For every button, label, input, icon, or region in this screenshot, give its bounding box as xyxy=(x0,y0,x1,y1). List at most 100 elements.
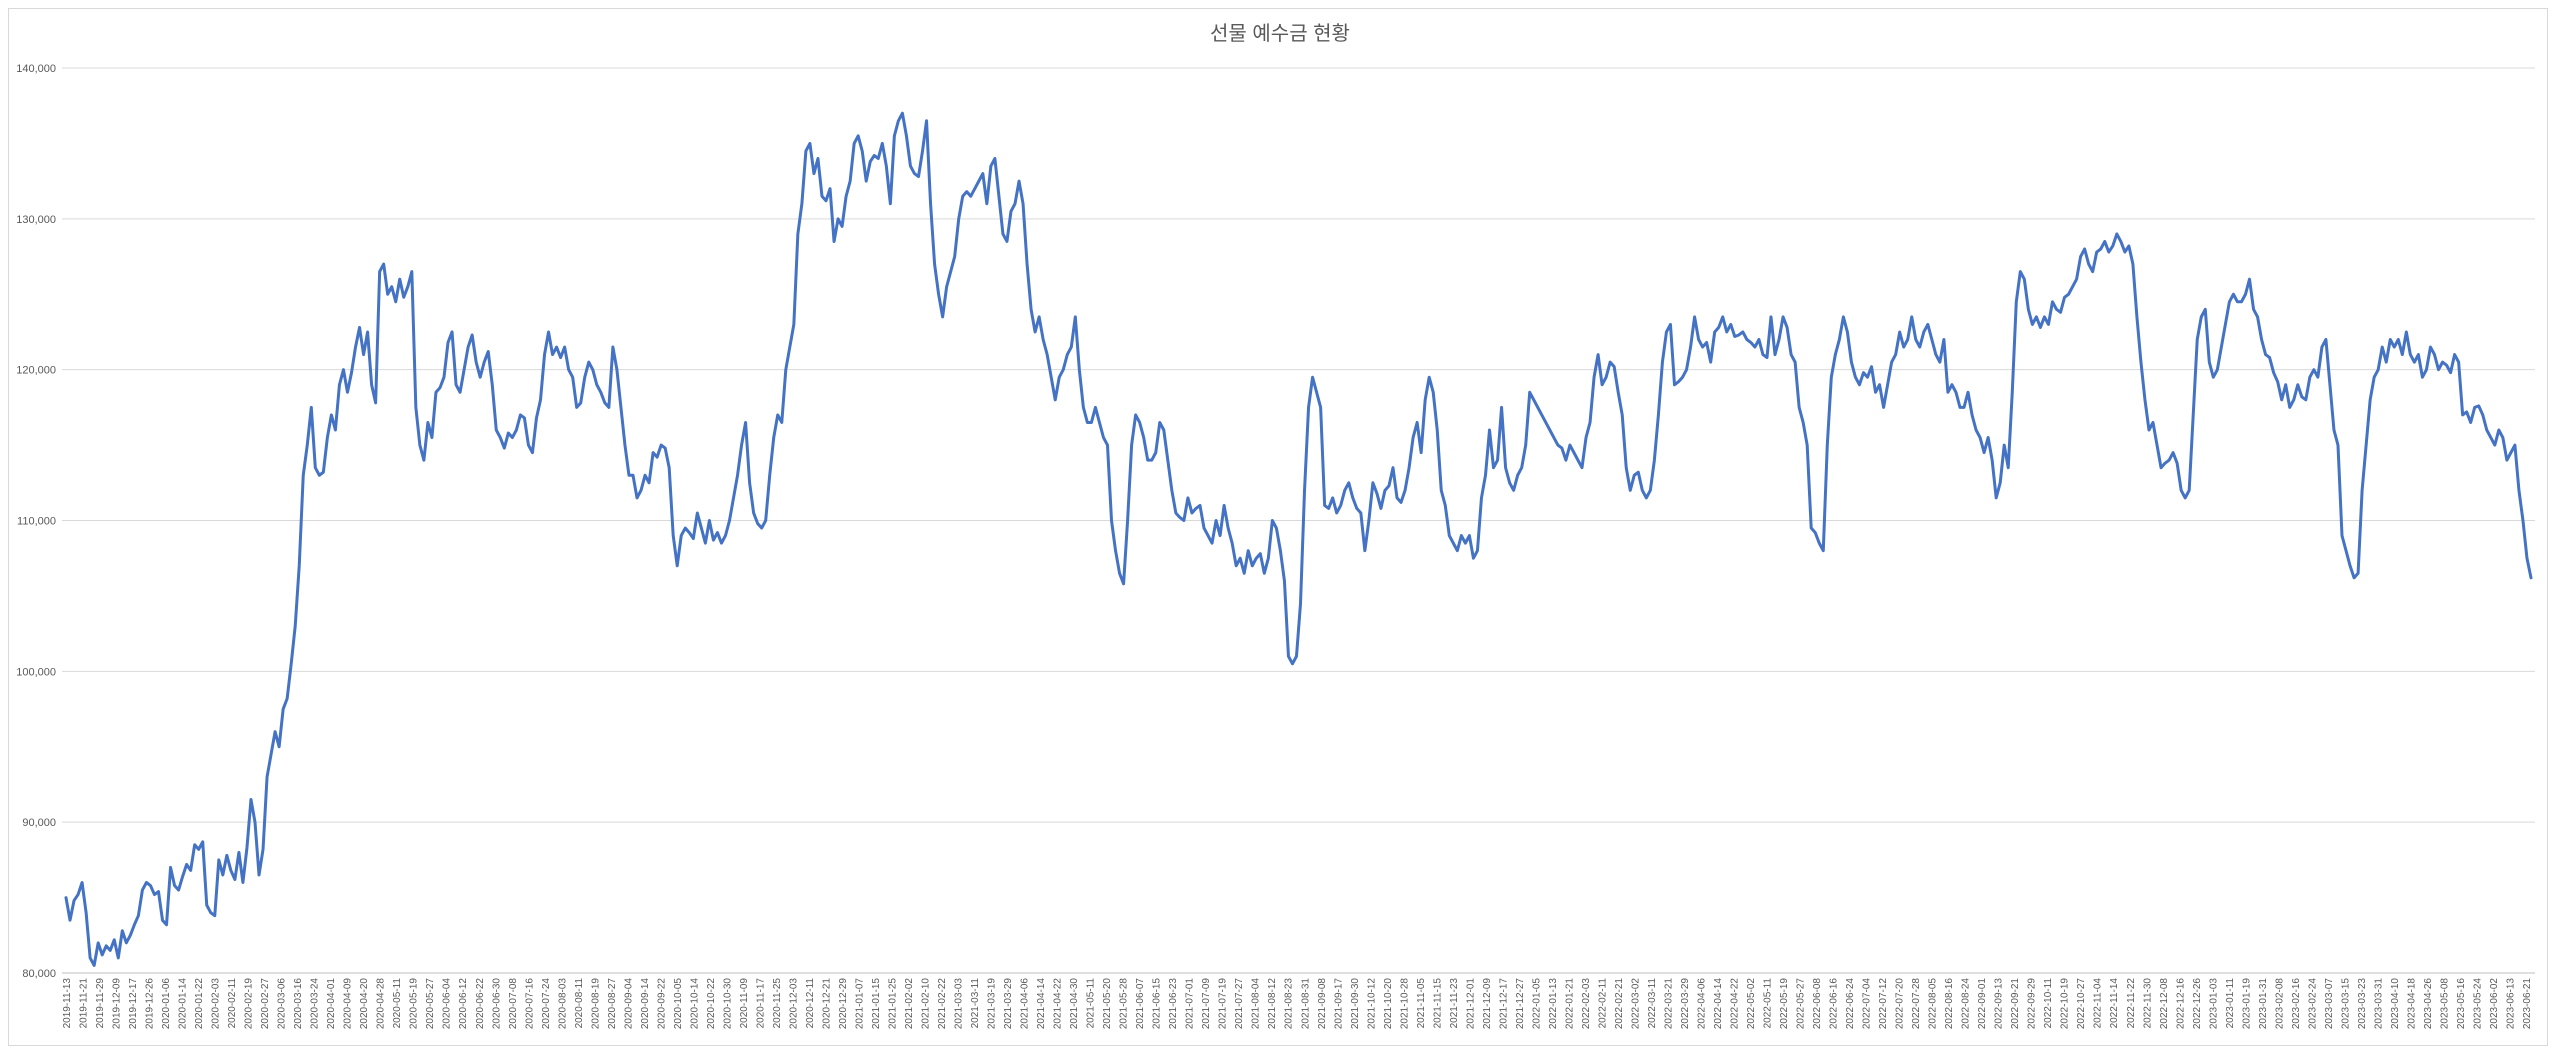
x-tick-label: 2022-08-16 xyxy=(1944,978,1955,1030)
x-tick-label: 2021-09-30 xyxy=(1350,978,1361,1030)
x-tick-label: 2020-10-14 xyxy=(689,978,700,1030)
x-tick-label: 2020-01-14 xyxy=(178,978,189,1030)
x-tick-label: 2021-11-23 xyxy=(1449,978,1460,1029)
y-tick-label: 90,000 xyxy=(22,817,56,829)
x-tick-label: 2021-06-23 xyxy=(1168,978,1179,1030)
y-tick-label: 110,000 xyxy=(17,516,56,528)
x-tick-label: 2022-02-11 xyxy=(1597,978,1608,1029)
x-tick-label: 2021-03-03 xyxy=(954,978,965,1030)
x-tick-label: 2020-07-08 xyxy=(508,978,519,1030)
x-tick-label: 2022-10-11 xyxy=(2043,978,2054,1029)
y-tick-label: 100,000 xyxy=(16,666,56,678)
x-tick-label: 2020-07-24 xyxy=(541,978,552,1030)
x-tick-label: 2020-02-19 xyxy=(244,978,255,1030)
x-tick-label: 2022-09-13 xyxy=(1994,978,2005,1030)
x-tick-label: 2021-10-12 xyxy=(1366,978,1377,1030)
x-tick-label: 2022-10-19 xyxy=(2060,978,2071,1030)
grid-lines xyxy=(62,67,2535,974)
x-tick-label: 2020-06-30 xyxy=(491,978,502,1030)
x-tick-label: 2022-05-02 xyxy=(1746,978,1757,1030)
x-tick-label: 2021-06-15 xyxy=(1152,978,1163,1030)
x-tick-label: 2023-04-10 xyxy=(2390,978,2401,1030)
x-tick-label: 2020-08-11 xyxy=(574,978,585,1029)
x-tick-label: 2021-03-19 xyxy=(987,978,998,1030)
x-tick-label: 2020-10-05 xyxy=(673,978,684,1030)
x-tick-label: 2020-06-22 xyxy=(475,978,486,1030)
x-tick-label: 2020-02-03 xyxy=(211,978,222,1030)
x-tick-label: 2021-03-11 xyxy=(970,978,981,1029)
x-tick-label: 2022-12-26 xyxy=(2192,978,2203,1030)
x-tick-label: 2022-07-20 xyxy=(1895,978,1906,1030)
series-layer xyxy=(64,111,2533,967)
x-tick-label: 2023-05-16 xyxy=(2456,978,2467,1030)
x-tick-label: 2022-09-29 xyxy=(2027,978,2038,1030)
x-tick-label: 2020-09-04 xyxy=(623,978,634,1030)
x-tick-label: 2022-02-21 xyxy=(1614,978,1625,1030)
x-tick-label: 2023-05-24 xyxy=(2472,978,2483,1030)
x-tick-label: 2022-08-05 xyxy=(1928,978,1939,1030)
x-tick-label: 2023-01-31 xyxy=(2258,978,2269,1030)
x-tick-label: 2020-04-20 xyxy=(359,978,370,1030)
x-tick-label: 2021-02-10 xyxy=(921,978,932,1030)
x-tick-label: 2019-12-17 xyxy=(128,978,139,1030)
x-tick-label: 2023-04-26 xyxy=(2423,978,2434,1030)
x-tick-label: 2022-09-01 xyxy=(1977,978,1988,1030)
x-tick-label: 2022-01-05 xyxy=(1531,978,1542,1030)
x-tick-label: 2021-03-29 xyxy=(1003,978,1014,1030)
x-tick-label: 2020-08-19 xyxy=(590,978,601,1030)
x-tick-label: 2022-11-30 xyxy=(2142,978,2153,1029)
x-tick-label: 2021-02-22 xyxy=(937,978,948,1030)
x-tick-label: 2020-12-29 xyxy=(838,978,849,1030)
x-tick-label: 2021-07-09 xyxy=(1201,978,1212,1030)
x-tick-label: 2022-08-24 xyxy=(1961,978,1972,1030)
x-tick-label: 2021-12-01 xyxy=(1465,978,1476,1030)
x-tick-label: 2023-01-11 xyxy=(2225,978,2236,1029)
x-tick-label: 2022-06-16 xyxy=(1829,978,1840,1030)
x-tick-label: 2022-11-22 xyxy=(2126,978,2137,1029)
y-axis-tick-labels: 80,000 90,000 100,000 110,000 120,000 130,000… xyxy=(16,63,56,980)
x-tick-label: 2021-06-07 xyxy=(1135,978,1146,1030)
x-tick-label: 2020-12-21 xyxy=(821,978,832,1030)
x-tick-label: 2019-12-26 xyxy=(145,978,156,1030)
x-tick-label: 2022-11-04 xyxy=(2093,978,2104,1029)
x-tick-label: 2020-11-09 xyxy=(739,978,750,1029)
x-tick-label: 2020-11-25 xyxy=(772,978,783,1029)
x-tick-label: 2021-02-02 xyxy=(904,978,915,1030)
x-tick-label: 2023-03-31 xyxy=(2373,978,2384,1030)
x-tick-label: 2022-03-21 xyxy=(1663,978,1674,1030)
x-tick-label: 2022-06-08 xyxy=(1812,978,1823,1030)
x-tick-label: 2019-12-09 xyxy=(112,978,123,1030)
x-tick-label: 2021-12-09 xyxy=(1482,978,1493,1030)
x-tick-label: 2020-09-22 xyxy=(656,978,667,1030)
x-tick-label: 2020-05-27 xyxy=(425,978,436,1030)
x-tick-label: 2021-01-15 xyxy=(871,978,882,1030)
x-tick-label: 2020-06-12 xyxy=(458,978,469,1030)
x-tick-label: 2020-01-22 xyxy=(194,978,205,1030)
x-tick-label: 2020-08-03 xyxy=(557,978,568,1030)
x-tick-label: 2020-08-27 xyxy=(607,978,618,1030)
x-tick-label: 2023-02-08 xyxy=(2274,978,2285,1030)
x-tick-label: 2023-01-19 xyxy=(2241,978,2252,1030)
x-tick-label: 2021-08-04 xyxy=(1251,978,1262,1030)
x-tick-label: 2020-10-22 xyxy=(706,978,717,1030)
x-tick-label: 2020-03-06 xyxy=(277,978,288,1030)
x-tick-label: 2022-04-22 xyxy=(1730,978,1741,1030)
x-tick-label: 2020-02-11 xyxy=(227,978,238,1029)
x-tick-label: 2020-03-16 xyxy=(293,978,304,1030)
x-tick-label: 2021-01-25 xyxy=(888,978,899,1030)
x-tick-label: 2020-07-16 xyxy=(524,978,535,1030)
x-tick-label: 2022-05-11 xyxy=(1763,978,1774,1029)
y-tick-label: 130,000 xyxy=(16,214,56,226)
x-tick-label: 2023-03-07 xyxy=(2324,978,2335,1030)
x-tick-label: 2021-05-20 xyxy=(1102,978,1113,1030)
x-tick-label: 2022-07-04 xyxy=(1862,978,1873,1030)
x-tick-label: 2020-05-19 xyxy=(409,978,420,1030)
x-tick-label: 2023-06-21 xyxy=(2522,978,2533,1030)
x-tick-label: 2022-03-29 xyxy=(1680,978,1691,1030)
x-tick-label: 2021-08-31 xyxy=(1300,978,1311,1030)
x-tick-label: 2022-07-28 xyxy=(1911,978,1922,1030)
x-tick-label: 2021-09-08 xyxy=(1317,978,1328,1030)
y-tick-label: 140,000 xyxy=(16,63,56,75)
chart-frame xyxy=(8,8,2548,1046)
